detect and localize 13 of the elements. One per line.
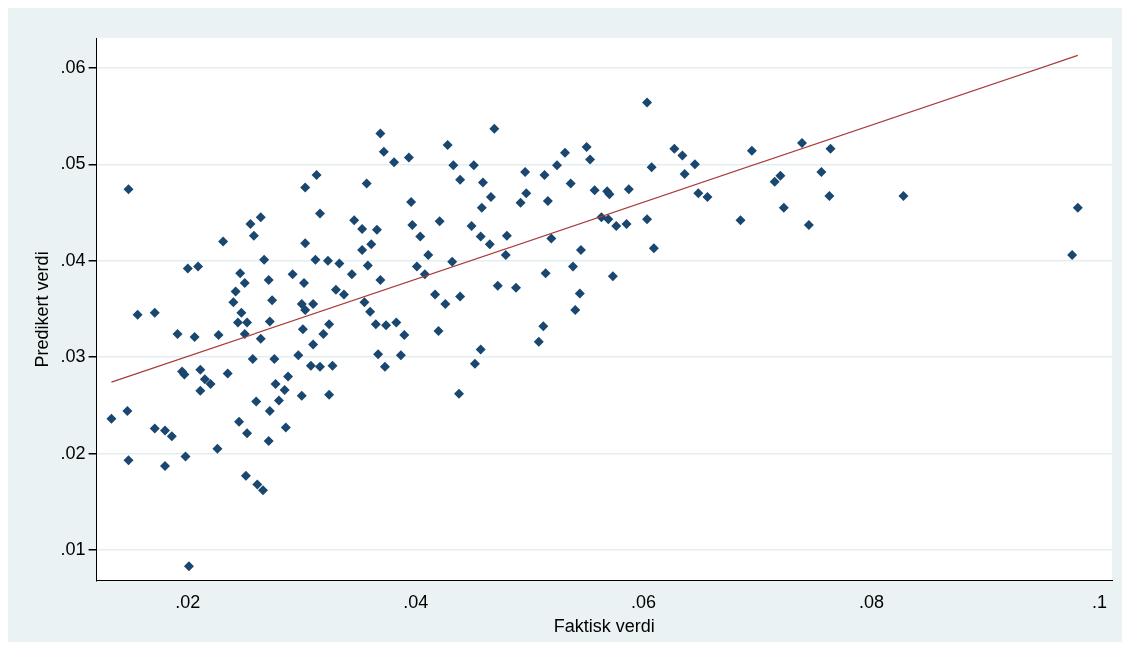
y-axis-title: Predikert verdi xyxy=(31,251,52,368)
x-tick-label: .02 xyxy=(175,591,201,612)
x-tick-label: .06 xyxy=(631,591,657,612)
x-tick-label: .04 xyxy=(403,591,429,612)
y-tick-label: .06 xyxy=(60,56,86,77)
y-tick-label: .04 xyxy=(60,249,86,270)
y-tick-label: .01 xyxy=(60,538,86,559)
y-tick-label: .05 xyxy=(60,153,86,174)
y-tick-label: .03 xyxy=(60,346,86,367)
y-tick-label: .02 xyxy=(60,442,86,463)
x-tick-label: .08 xyxy=(859,591,885,612)
x-tick-label: .1 xyxy=(1091,591,1107,612)
x-axis-title: Faktisk verdi xyxy=(553,616,655,637)
